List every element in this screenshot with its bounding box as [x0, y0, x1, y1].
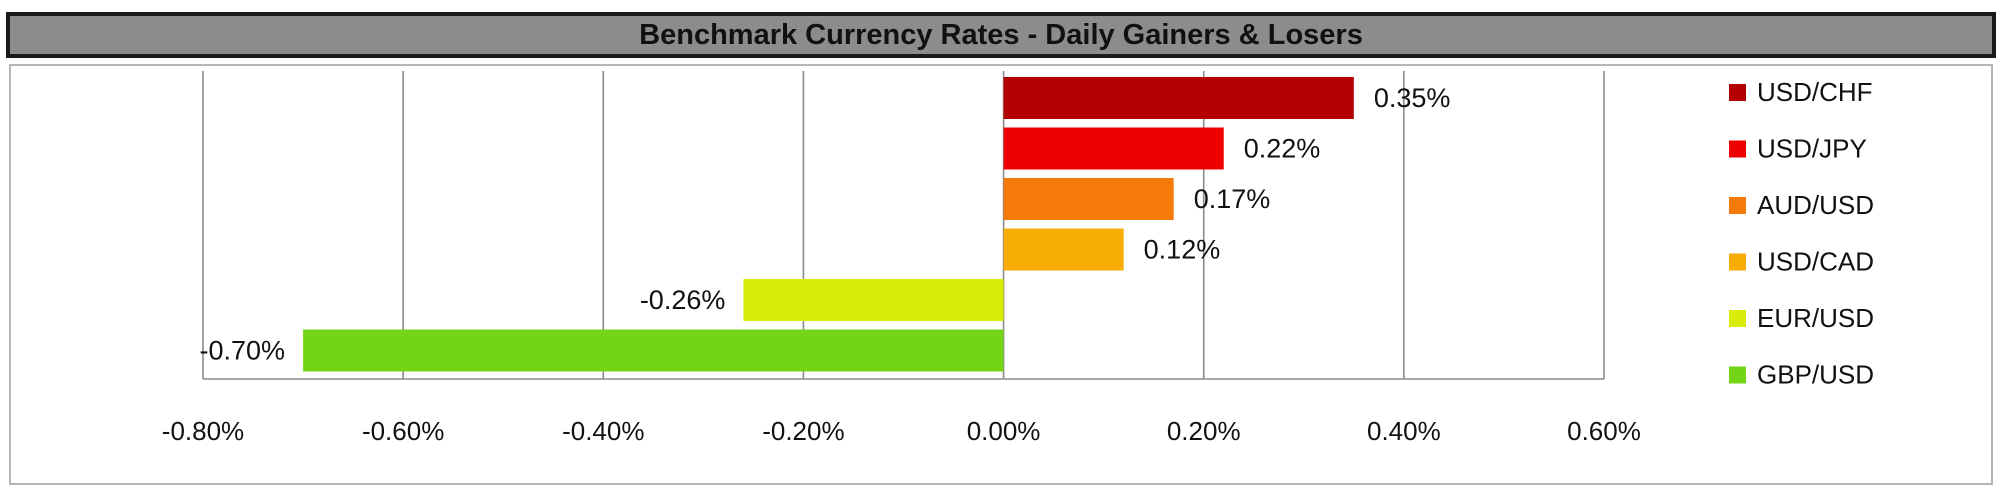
legend-label: AUD/USD	[1757, 190, 1874, 220]
x-tick-label: 0.00%	[967, 416, 1041, 446]
x-tick-label: -0.80%	[162, 416, 244, 446]
x-tick-label: 0.40%	[1367, 416, 1441, 446]
legend-label: USD/CHF	[1757, 77, 1873, 107]
data-label: -0.26%	[640, 285, 726, 315]
legend-swatch	[1729, 140, 1746, 158]
x-tick-label: -0.20%	[762, 416, 844, 446]
x-tick-label: 0.60%	[1567, 416, 1641, 446]
data-label: 0.17%	[1194, 184, 1271, 214]
bar-gbp-usd	[303, 329, 1004, 372]
legend-swatch	[1729, 84, 1746, 101]
data-label: 0.12%	[1144, 235, 1221, 265]
chart-title: Benchmark Currency Rates - Daily Gainers…	[639, 18, 1363, 51]
legend-label: USD/JPY	[1757, 134, 1867, 164]
x-tick-label: -0.40%	[562, 416, 644, 446]
data-label: 0.22%	[1244, 134, 1321, 164]
legend-swatch	[1729, 253, 1746, 271]
x-tick-label: -0.60%	[362, 416, 444, 446]
chart-frame	[9, 64, 1993, 485]
bar-aud-usd	[1003, 178, 1174, 220]
legend-label: USD/CAD	[1757, 247, 1874, 277]
legend-label: GBP/USD	[1757, 360, 1874, 390]
bar-usd-jpy	[1003, 127, 1224, 170]
legend-swatch	[1729, 366, 1746, 384]
plot-area: -0.80% -0.60% -0.40% -0.20% 0.00% 0.20% 0.40% 0…	[162, 71, 1641, 446]
data-label: 0.35%	[1374, 83, 1451, 113]
data-label: -0.70%	[200, 336, 286, 366]
bar-usd-cad	[1003, 228, 1124, 271]
x-tick-label: 0.20%	[1167, 416, 1241, 446]
legend: USD/CHF USD/JPY AUD/USD USD/CAD EUR/USD GBP/U…	[1729, 77, 1874, 390]
bar-eur-usd	[743, 279, 1004, 321]
chart-title-bar: Benchmark Currency Rates - Daily Gainers…	[6, 12, 1996, 58]
bar-usd-chf	[1003, 77, 1354, 119]
legend-swatch	[1729, 310, 1746, 327]
legend-swatch	[1729, 197, 1746, 214]
legend-label: EUR/USD	[1757, 303, 1874, 333]
